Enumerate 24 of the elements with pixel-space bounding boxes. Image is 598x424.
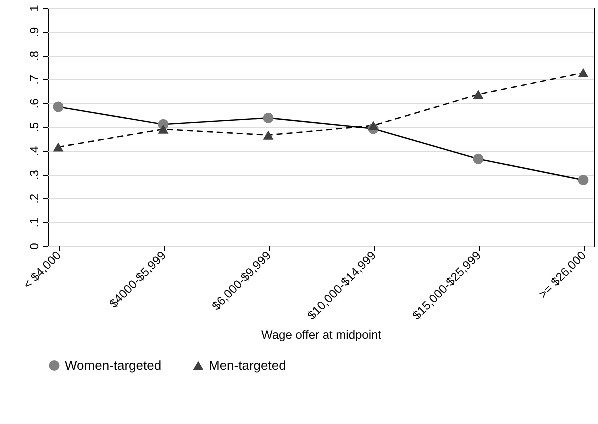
y-tick-label: .1	[28, 217, 42, 228]
point	[158, 124, 169, 134]
y-tick-label: .9	[28, 26, 42, 38]
point	[473, 154, 484, 164]
y-tick-label: .8	[28, 50, 42, 62]
y-tick-label: .4	[28, 146, 42, 156]
y-tick-label: 1	[28, 4, 42, 12]
legend-label: Men-targeted	[209, 358, 286, 373]
y-tick-label: .2	[28, 194, 42, 204]
y-tick-label: 0	[28, 242, 42, 250]
point	[263, 130, 274, 140]
x-axis-title: Wage offer at midpoint	[261, 328, 382, 342]
y-tick-label: .6	[28, 98, 42, 109]
y-tick-label: .7	[28, 74, 42, 85]
y-tick-label: .3	[28, 170, 42, 180]
point	[53, 142, 64, 152]
point	[53, 102, 64, 112]
point	[578, 175, 589, 186]
point	[368, 121, 379, 130]
point	[263, 112, 274, 124]
y-tick-label: .5	[28, 122, 42, 133]
point	[578, 68, 589, 78]
point	[473, 90, 484, 100]
legend-label: Women-targeted	[65, 358, 162, 373]
